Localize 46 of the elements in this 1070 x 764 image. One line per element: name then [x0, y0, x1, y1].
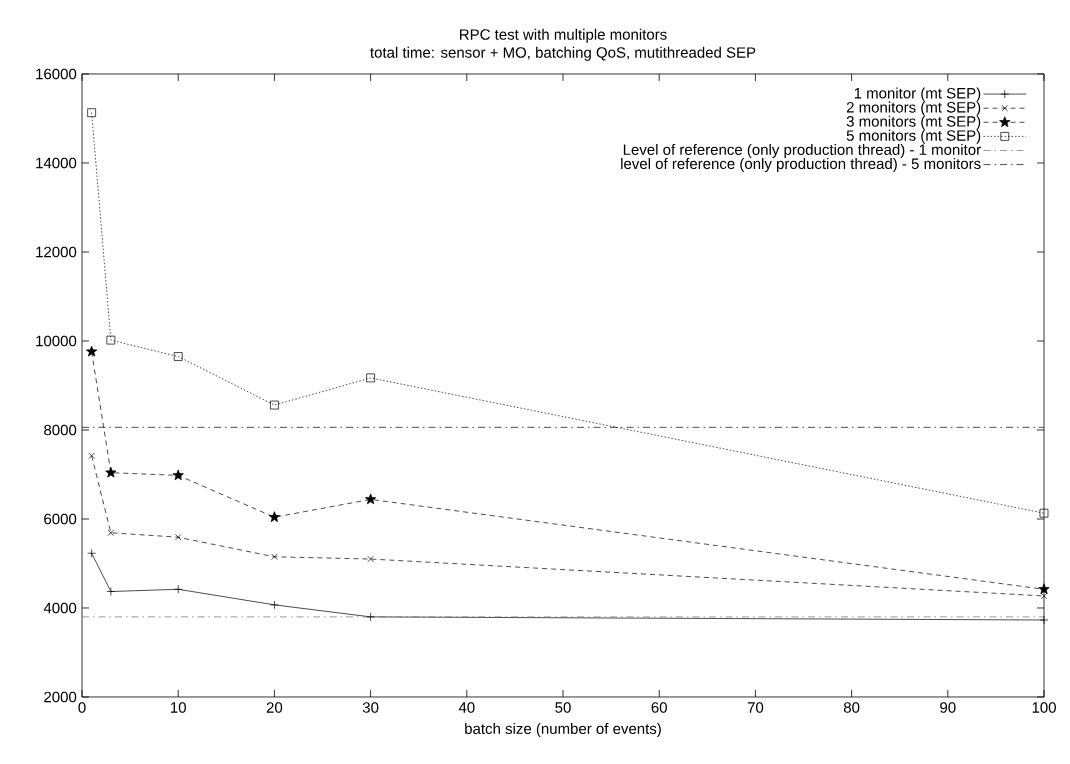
legend-label: 1 monitor (mt SEP) — [854, 87, 981, 102]
point — [366, 373, 375, 383]
y-tick-label: 10000 — [36, 335, 77, 347]
y-tick-label: 12000 — [36, 246, 77, 258]
x-tick-label: 70 — [747, 702, 764, 713]
point — [172, 469, 184, 481]
point — [173, 352, 183, 361]
legend-label: Level of reference (only production thread) - 1 monitor — [623, 143, 981, 158]
x-tick-label: 0 — [78, 702, 86, 713]
point — [88, 452, 95, 459]
legend-label: 3 monitors (mt SEP) — [846, 115, 981, 130]
point — [1038, 583, 1050, 595]
y-tick-label: 2000 — [44, 691, 77, 703]
x-tick-label: 30 — [362, 702, 379, 713]
x-tick-label: 20 — [266, 702, 283, 713]
point — [365, 493, 377, 505]
y-tick-label: 14000 — [36, 157, 77, 169]
y-tick-label: 6000 — [44, 513, 77, 525]
legend-label: level of reference (only production thread) - 5 monitors — [621, 158, 981, 173]
y-tick-label: 8000 — [44, 424, 77, 436]
x-tick-label: 10 — [171, 702, 186, 713]
legend-label: 2 monitors (mt SEP) — [846, 101, 981, 116]
x-tick-label: 50 — [555, 702, 571, 713]
point — [86, 345, 98, 357]
point — [106, 335, 116, 345]
point — [367, 555, 374, 563]
x-tick-label: 90 — [940, 702, 956, 713]
point — [1039, 508, 1049, 518]
chart-title: RPC test with multiple monitors — [460, 28, 667, 43]
point — [270, 400, 279, 410]
point — [268, 511, 280, 522]
x-axis-title: batch size (number of events) — [465, 723, 661, 737]
y-tick-label: 4000 — [43, 602, 77, 614]
point — [175, 534, 182, 541]
point — [105, 466, 117, 478]
x-tick-label: 100 — [1032, 702, 1056, 713]
x-tick-label: 40 — [458, 702, 475, 713]
x-tick-label: 80 — [843, 702, 860, 713]
point — [271, 553, 278, 560]
y-tick-label: 16000 — [36, 68, 77, 80]
point — [87, 108, 96, 118]
legend-label: 5 monitors (mt SEP) — [846, 129, 981, 144]
point — [1040, 592, 1048, 600]
point — [107, 529, 115, 536]
chart-subtitle: total time: sensor + MO, batching QoS, mutithreaded SEP — [370, 46, 756, 61]
x-tick-label: 60 — [651, 702, 667, 713]
